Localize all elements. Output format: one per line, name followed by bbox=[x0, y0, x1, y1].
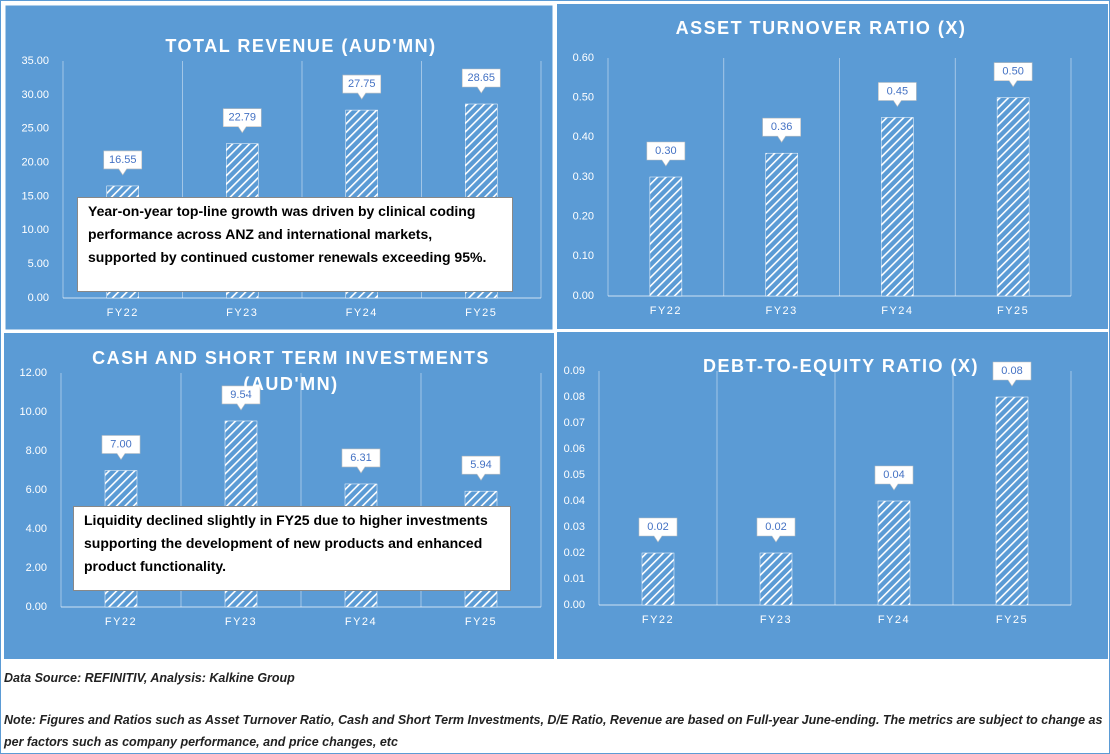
y-tick-label: 10.00 bbox=[21, 224, 49, 236]
data-label: 9.54 bbox=[230, 389, 251, 401]
y-tick-label: 0.08 bbox=[564, 391, 585, 403]
data-label-box bbox=[878, 82, 917, 108]
data-label-box bbox=[341, 448, 381, 474]
y-tick-label: 0.03 bbox=[564, 521, 585, 533]
data-label-box bbox=[756, 517, 796, 543]
y-tick-label: 10.00 bbox=[19, 406, 47, 418]
chart-title: DEBT-TO-EQUITY RATIO (X) bbox=[702, 356, 979, 376]
bar bbox=[765, 152, 798, 297]
y-tick-label: 8.00 bbox=[26, 445, 47, 457]
chart-title: ASSET TURNOVER RATIO (X) bbox=[675, 18, 967, 38]
y-tick-label: 0.05 bbox=[564, 469, 585, 481]
y-tick-label: 2.00 bbox=[26, 562, 47, 574]
x-tick-label: FY24 bbox=[878, 614, 910, 626]
y-tick-label: 0.50 bbox=[573, 92, 594, 104]
y-tick-label: 0.20 bbox=[573, 211, 594, 223]
y-tick-label: 0.40 bbox=[573, 131, 594, 143]
data-label-box bbox=[342, 74, 382, 100]
y-tick-label: 0.02 bbox=[564, 547, 585, 559]
data-label-box bbox=[993, 62, 1033, 88]
data-label: 28.65 bbox=[467, 72, 495, 84]
y-tick-label: 0.00 bbox=[26, 601, 47, 613]
x-tick-label: FY22 bbox=[642, 614, 674, 626]
x-tick-label: FY24 bbox=[345, 616, 377, 628]
y-tick-label: 15.00 bbox=[21, 190, 49, 202]
x-tick-label: FY22 bbox=[105, 616, 137, 628]
data-label: 5.94 bbox=[470, 459, 491, 471]
data-label-box bbox=[221, 385, 261, 411]
chart-title: CASH AND SHORT TERM INVESTMENTS (AUD'MN) bbox=[92, 348, 490, 394]
data-label: 27.75 bbox=[348, 78, 376, 90]
y-tick-label: 0.09 bbox=[564, 365, 585, 377]
y-tick-label: 0.01 bbox=[564, 573, 585, 585]
y-tick-label: 25.00 bbox=[21, 123, 49, 135]
data-label: 7.00 bbox=[110, 438, 131, 450]
x-tick-label: FY23 bbox=[226, 307, 258, 319]
data-label: 22.79 bbox=[228, 112, 256, 124]
annotation: Year-on-year top-line growth was driven … bbox=[77, 197, 513, 292]
data-label-box bbox=[646, 141, 686, 167]
data-label: 16.55 bbox=[109, 154, 137, 166]
chart-title: TOTAL REVENUE (AUD'MN) bbox=[165, 36, 437, 56]
y-tick-label: 0.00 bbox=[573, 290, 594, 302]
data-label: 0.02 bbox=[765, 521, 786, 533]
data-label: 6.31 bbox=[350, 452, 371, 464]
x-tick-label: FY23 bbox=[760, 614, 792, 626]
y-tick-label: 0.04 bbox=[564, 495, 585, 507]
data-label-box bbox=[101, 435, 141, 461]
y-tick-label: 0.30 bbox=[573, 171, 594, 183]
x-tick-label: FY23 bbox=[225, 616, 257, 628]
data-label-box bbox=[762, 117, 801, 143]
data-label-box bbox=[992, 361, 1032, 387]
y-tick-label: 20.00 bbox=[21, 156, 49, 168]
annotation: Liquidity declined slightly in FY25 due … bbox=[73, 506, 511, 591]
x-tick-label: FY25 bbox=[465, 616, 497, 628]
x-tick-label: FY25 bbox=[996, 614, 1028, 626]
x-tick-label: FY24 bbox=[881, 305, 913, 317]
y-tick-label: 0.00 bbox=[28, 292, 49, 304]
y-tick-label: 35.00 bbox=[21, 55, 49, 67]
data-label-box bbox=[103, 150, 143, 176]
bar bbox=[759, 552, 793, 606]
data-label-box bbox=[461, 455, 501, 481]
bar bbox=[877, 500, 911, 606]
data-label: 0.08 bbox=[1001, 365, 1022, 377]
y-tick-label: 5.00 bbox=[28, 258, 49, 270]
bar bbox=[649, 176, 683, 297]
y-tick-label: 12.00 bbox=[19, 367, 47, 379]
bar bbox=[881, 117, 914, 297]
y-tick-label: 30.00 bbox=[21, 89, 49, 101]
y-tick-label: 6.00 bbox=[26, 484, 47, 496]
data-label: 0.36 bbox=[771, 121, 792, 133]
data-label: 0.45 bbox=[887, 85, 908, 97]
data-label: 0.50 bbox=[1002, 66, 1023, 78]
panel bbox=[4, 333, 554, 659]
data-label-box bbox=[461, 68, 501, 94]
y-tick-label: 0.07 bbox=[564, 417, 585, 429]
y-tick-label: 4.00 bbox=[26, 523, 47, 535]
source: Data Source: REFINITIV, Analysis: Kalkin… bbox=[4, 671, 295, 685]
y-tick-label: 0.60 bbox=[573, 52, 594, 64]
data-label-box bbox=[638, 517, 678, 543]
x-tick-label: FY22 bbox=[107, 307, 139, 319]
data-label-box bbox=[222, 108, 262, 134]
bar bbox=[996, 97, 1030, 297]
data-label-box bbox=[874, 465, 914, 491]
bar bbox=[995, 396, 1029, 606]
y-tick-label: 0.10 bbox=[573, 250, 594, 262]
data-label: 0.02 bbox=[647, 521, 668, 533]
x-tick-label: FY24 bbox=[346, 307, 378, 319]
x-tick-label: FY25 bbox=[465, 307, 497, 319]
data-label: 0.30 bbox=[655, 145, 676, 157]
note: Note: Figures and Ratios such as Asset T… bbox=[4, 713, 1103, 749]
x-tick-label: FY23 bbox=[765, 305, 797, 317]
y-tick-label: 0.06 bbox=[564, 443, 585, 455]
data-label: 0.04 bbox=[883, 469, 904, 481]
x-tick-label: FY25 bbox=[997, 305, 1029, 317]
bar bbox=[641, 552, 675, 606]
x-tick-label: FY22 bbox=[650, 305, 682, 317]
y-tick-label: 0.00 bbox=[564, 599, 585, 611]
